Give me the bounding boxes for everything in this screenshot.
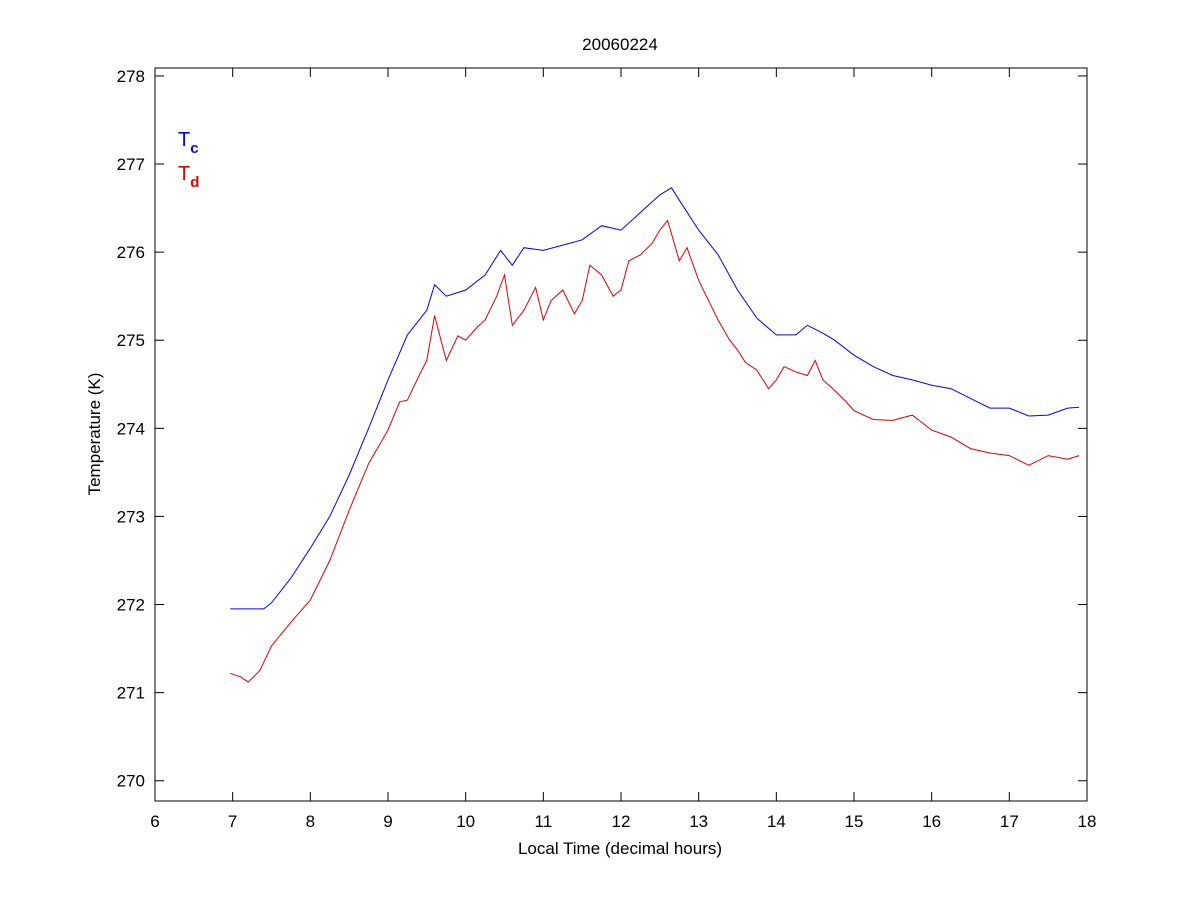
legend-entry-tc: Tc [178, 129, 199, 157]
x-tick-label: 10 [456, 812, 475, 831]
series-layer [230, 187, 1080, 683]
plot-area-frame [154, 67, 1088, 802]
y-tick-label: 277 [117, 155, 145, 174]
x-tick-label: 14 [767, 812, 786, 831]
series-line-tc [230, 187, 1080, 610]
y-tick-label: 275 [117, 331, 145, 350]
x-tick-label: 13 [689, 812, 708, 831]
legend-entry-td: Td [178, 163, 199, 191]
x-tick-label: 15 [845, 812, 864, 831]
x-tick-label: 6 [150, 812, 159, 831]
x-tick-label: 16 [922, 812, 941, 831]
ticks-layer: 6 7 8 9 10 11 12 13 14 15 16 17 18 270 271 272 273 274 275… [117, 67, 1097, 831]
y-axis-label: Temperature (K) [85, 373, 104, 496]
x-axis-label: Local Time (decimal hours) [518, 839, 722, 858]
y-tick-label: 272 [117, 596, 145, 615]
y-tick-label: 271 [117, 684, 145, 703]
legend: Tc Td [178, 129, 199, 191]
x-tick-label: 17 [1000, 812, 1019, 831]
y-tick-label: 270 [117, 772, 145, 791]
y-tick-label: 273 [117, 507, 145, 526]
x-tick-label: 11 [535, 812, 553, 831]
y-tick-label: 278 [117, 67, 145, 86]
y-tick-label: 276 [117, 243, 145, 262]
x-tick-label: 7 [228, 812, 237, 831]
x-tick-label: 12 [612, 812, 631, 831]
x-tick-label: 18 [1078, 812, 1097, 831]
x-tick-label: 8 [306, 812, 315, 831]
x-tick-label: 9 [383, 812, 392, 831]
series-line-td [230, 219, 1080, 683]
chart-title: 20060224 [582, 35, 658, 54]
y-tick-label: 274 [117, 419, 145, 438]
